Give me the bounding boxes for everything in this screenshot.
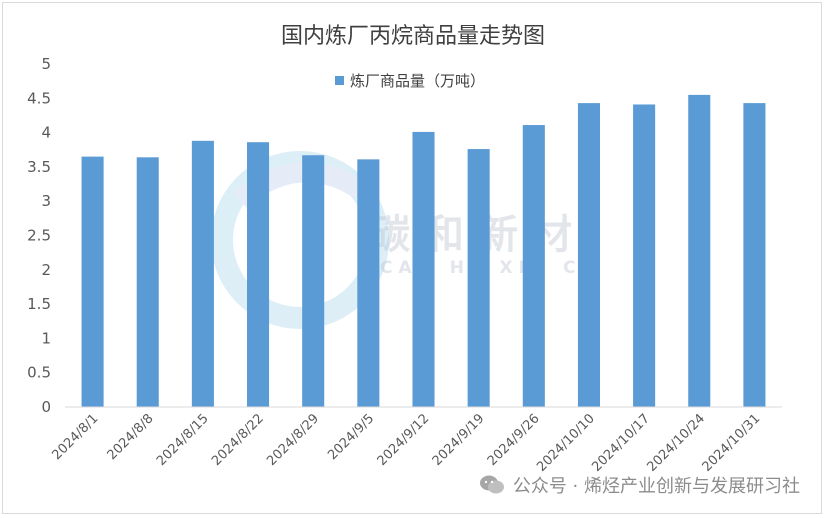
y-tick-label: 2.5	[27, 227, 51, 245]
y-tick-label: 2	[41, 261, 51, 279]
x-tick-label: 2024/9/12	[375, 411, 433, 469]
legend-label: 炼厂商品量（万吨）	[350, 72, 486, 90]
x-tick-label: 2024/8/1	[50, 411, 102, 463]
y-tick-label: 3.5	[27, 158, 51, 176]
footer-text: 公众号 · 烯烃产业创新与发展研习社	[512, 476, 800, 497]
y-tick-label: 4	[41, 124, 51, 142]
bars	[81, 94, 766, 408]
bar	[577, 103, 600, 408]
legend: 炼厂商品量（万吨）	[335, 70, 485, 91]
y-tick-label: 3	[41, 192, 51, 210]
y-tick-label: 4.5	[27, 89, 51, 107]
legend-swatch	[335, 76, 344, 85]
bar	[191, 140, 214, 407]
x-tick-label: 2024/8/8	[105, 411, 157, 463]
x-tick-label: 2024/9/19	[430, 411, 488, 469]
bar	[136, 157, 159, 407]
bar	[412, 131, 435, 407]
y-tick-label: 0.5	[27, 364, 51, 382]
wechat-icon	[479, 475, 504, 494]
x-axis-ticks: 2024/8/1 2024/8/82024/8/152024/8/222024/8…	[50, 411, 764, 475]
x-tick-label: 2024/10/24	[645, 411, 709, 475]
y-tick-label: 0	[41, 398, 51, 416]
x-tick-label: 2024/8/22	[209, 411, 267, 469]
y-axis-ticks: 0 0.5 1 1.5 2 2.5 3 3.5 4 4.5 5	[27, 55, 51, 416]
y-tick-label: 1.5	[27, 295, 51, 313]
x-tick-label: 2024/10/31	[700, 411, 764, 475]
x-tick-label: 2024/10/17	[589, 411, 653, 475]
bar	[743, 103, 766, 408]
y-tick-label: 5	[41, 55, 51, 73]
bar	[688, 94, 711, 408]
x-tick-label: 2024/9/26	[485, 411, 543, 469]
bar	[633, 104, 656, 407]
y-tick-label: 1	[41, 329, 51, 347]
bar	[357, 159, 380, 407]
x-tick-label: 2024/9/5	[325, 411, 377, 463]
bar	[467, 149, 490, 407]
bar	[522, 125, 545, 407]
chart-title: 国内炼厂丙烷商品量走势图	[280, 24, 545, 49]
bar	[247, 142, 270, 408]
footer: 公众号 · 烯烃产业创新与发展研习社	[479, 472, 800, 498]
watermark-logo	[211, 151, 389, 329]
bar	[302, 155, 325, 407]
x-tick-label: 2024/8/15	[154, 411, 212, 469]
x-tick-label: 2024/10/10	[534, 411, 598, 475]
x-tick-label: 2024/8/29	[264, 411, 322, 469]
bar	[81, 156, 104, 407]
